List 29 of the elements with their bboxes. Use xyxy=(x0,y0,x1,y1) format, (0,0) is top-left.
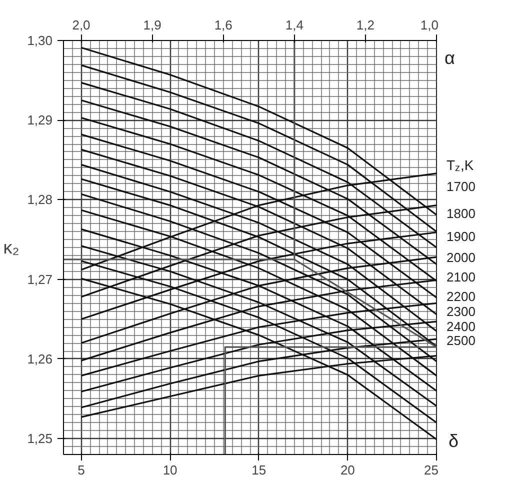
x-tick-label: 5 xyxy=(78,462,85,478)
y-tick-label: 1,28 xyxy=(27,192,53,208)
x2-axis-title: α xyxy=(444,48,455,68)
text: 1,9 xyxy=(143,18,162,32)
x-tick-label: 15 xyxy=(252,462,266,478)
text: 1,0 xyxy=(420,18,439,32)
y-tick-label: 1,29 xyxy=(27,112,53,128)
text: 1,6 xyxy=(214,18,232,32)
x-tick-label: 20 xyxy=(340,462,355,478)
text: 2,0 xyxy=(72,18,90,32)
x-tick-label: 25 xyxy=(424,462,439,478)
y-tick-label: 1,26 xyxy=(27,351,53,366)
series-label: 2300 xyxy=(446,304,476,320)
series-label: 1800 xyxy=(446,206,476,222)
series-label: 2100 xyxy=(446,269,476,284)
series-label: 2200 xyxy=(446,288,476,304)
y-tick-label: 1,27 xyxy=(27,272,53,287)
y-axis-title: κ₂ xyxy=(3,238,20,258)
y-tick-label: 1,25 xyxy=(27,431,53,446)
series-label: 2400 xyxy=(446,319,476,334)
x-axis-title: δ xyxy=(448,430,459,451)
series-label: 1900 xyxy=(446,228,476,244)
x-tick-label: 10 xyxy=(162,462,178,478)
series-label: 1700 xyxy=(446,179,476,194)
y-tick-label: 1,30 xyxy=(27,33,53,48)
series-label: 2500 xyxy=(446,333,476,348)
text: 1,4 xyxy=(285,18,304,32)
series-label: 2000 xyxy=(446,250,476,265)
text: 1,2 xyxy=(356,18,374,32)
